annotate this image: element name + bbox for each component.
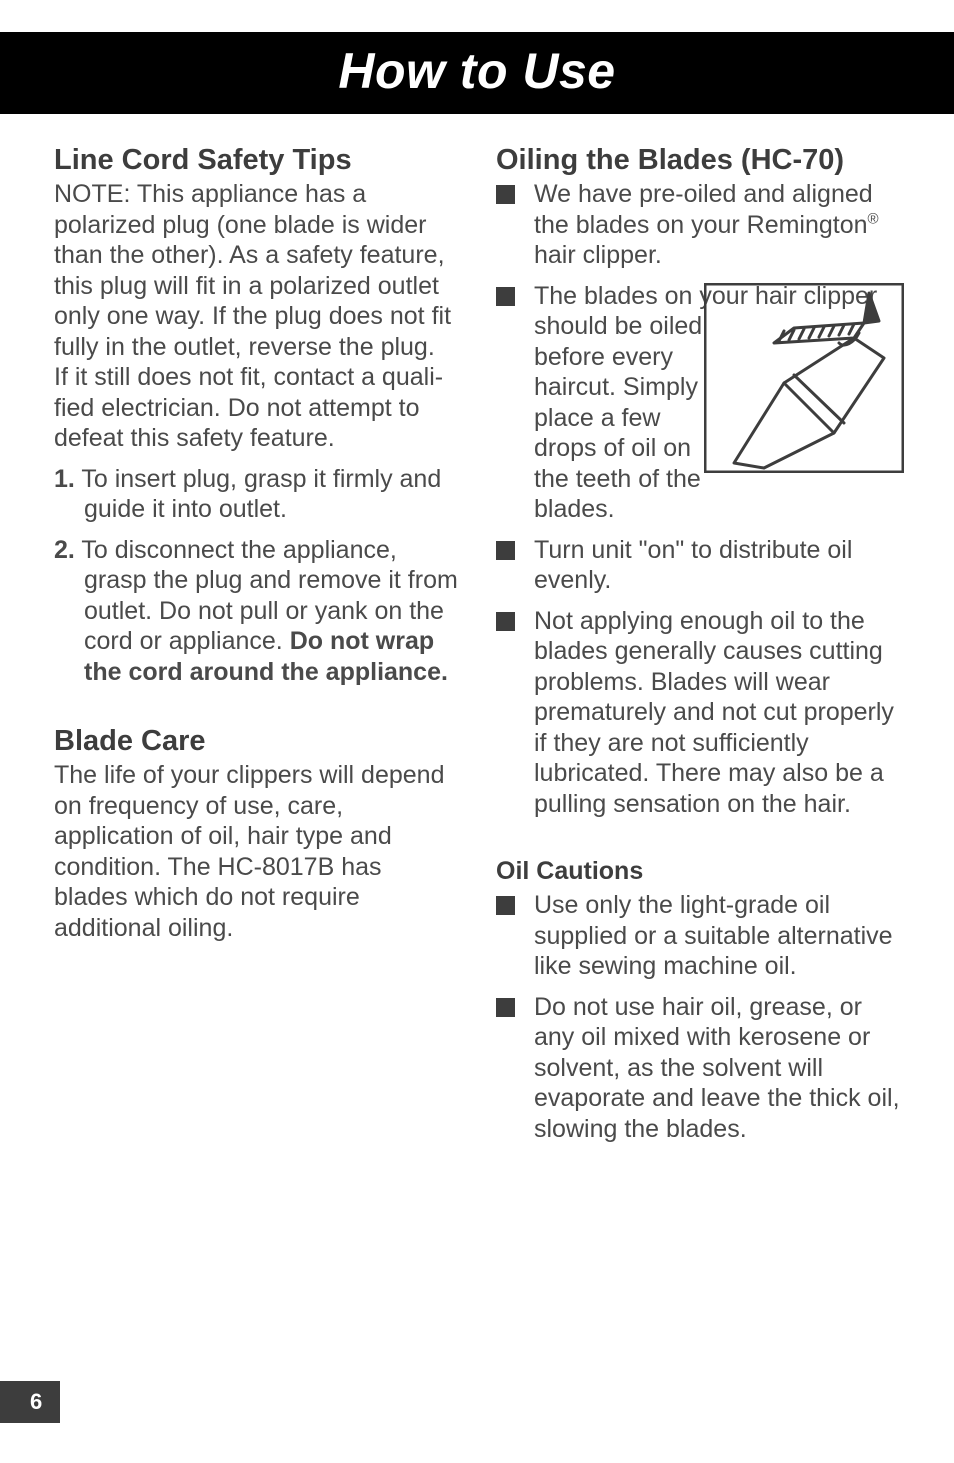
oil-caution-1: Use only the light-grade oil supplied or… bbox=[496, 890, 900, 982]
numbered-steps: 1. To insert plug, grasp it firmly and g… bbox=[54, 464, 458, 688]
two-column-layout: Line Cord Safety Tips NOTE: This applian… bbox=[0, 144, 954, 1154]
section-title: How to Use bbox=[0, 32, 954, 114]
oil-caution-2: Do not use hair oil, grease, or any oil … bbox=[496, 992, 900, 1145]
step-1-text: To insert plug, grasp it firmly and guid… bbox=[75, 465, 441, 524]
oiling-list: We have pre-oiled and aligned the blades… bbox=[496, 179, 900, 819]
left-column: Line Cord Safety Tips NOTE: This applian… bbox=[54, 144, 458, 1154]
registered-mark: ® bbox=[868, 210, 879, 227]
note-text-2: If it still does not fit, contact a qual… bbox=[54, 363, 443, 452]
heading-oil-cautions: Oil Cautions bbox=[496, 857, 900, 886]
oiling-item-4: Not applying enough oil to the blades ge… bbox=[496, 606, 900, 820]
step-1: 1. To insert plug, grasp it firmly and g… bbox=[54, 464, 458, 525]
heading-line-cord: Line Cord Safety Tips bbox=[54, 144, 458, 177]
oiling-item-1a: We have pre-oiled and aligned the blades… bbox=[534, 180, 873, 239]
oiling-item-2-rest: should be oiled before every haircut. Si… bbox=[534, 311, 724, 525]
clipper-oil-illustration bbox=[704, 283, 904, 473]
oiling-item-2: The blades on your hair clipper should b… bbox=[496, 281, 900, 525]
step-2: 2. To disconnect the appliance, grasp th… bbox=[54, 535, 458, 688]
step-1-number: 1. bbox=[54, 465, 75, 493]
oiling-item-1: We have pre-oiled and aligned the blades… bbox=[496, 179, 900, 271]
step-2-number: 2. bbox=[54, 536, 75, 564]
oiling-item-1b: hair clipper. bbox=[534, 241, 662, 269]
page-number: 6 bbox=[0, 1381, 60, 1423]
blade-care-paragraph: The life of your clippers will depend on… bbox=[54, 760, 458, 943]
oil-cautions-list: Use only the light-grade oil supplied or… bbox=[496, 890, 900, 1144]
oiling-item-3: Turn unit "on" to distribute oil evenly. bbox=[496, 535, 900, 596]
note-text-1: NOTE: This appliance has a polarized plu… bbox=[54, 180, 451, 361]
right-column: Oiling the Blades (HC-70) We have pre-oi… bbox=[496, 144, 900, 1154]
blade-text-image-wrap: The blades on your hair clipper should b… bbox=[534, 281, 900, 525]
heading-blade-care: Blade Care bbox=[54, 725, 458, 758]
heading-oiling: Oiling the Blades (HC-70) bbox=[496, 144, 900, 177]
note-paragraph: NOTE: This appliance has a polarized plu… bbox=[54, 179, 458, 454]
